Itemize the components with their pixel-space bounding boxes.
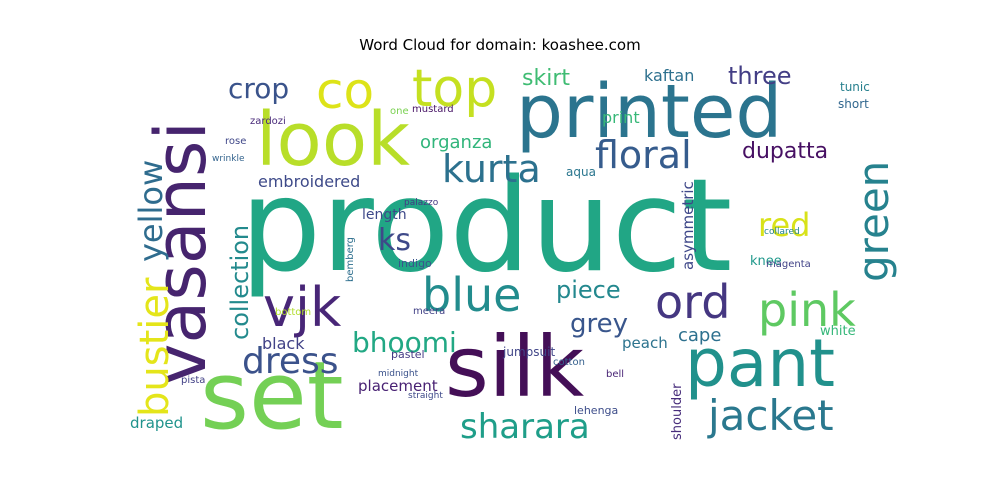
word-white: white (820, 324, 856, 339)
word-bustier: bustier (132, 277, 178, 417)
word-skirt: skirt (522, 66, 570, 91)
word-collared: collared (764, 227, 800, 237)
word-cotton: cotton (553, 357, 585, 368)
word-blue: blue (422, 268, 521, 322)
word-short: short (838, 97, 869, 111)
word-midnight: midnight (378, 369, 419, 379)
word-organza: organza (420, 132, 492, 153)
word-black: black (262, 334, 305, 353)
word-shoulder: shoulder (670, 383, 685, 440)
word-dupatta: dupatta (742, 139, 828, 164)
word-three: three (728, 62, 792, 90)
word-mustard: mustard (412, 104, 454, 115)
word-look: look (256, 97, 410, 183)
word-top: top (412, 59, 497, 119)
word-palazzo: palazzo (404, 198, 439, 208)
word-jumpsuit: jumpsuit (502, 345, 555, 359)
word-green: green (849, 161, 898, 282)
word-indigo: indigo (398, 257, 432, 270)
word-ks: ks (378, 223, 411, 258)
word-print: print (602, 108, 640, 127)
word-tunic: tunic (840, 80, 870, 94)
word-pant: pant (685, 325, 835, 402)
word-cape: cape (678, 325, 721, 346)
word-draped: draped (130, 414, 183, 432)
word-bottom: bottom (275, 307, 311, 318)
word-one: one (390, 106, 409, 117)
word-magenta: magenta (766, 259, 811, 270)
word-floral: floral (595, 133, 692, 177)
word-asymmetric: asymmetric (679, 181, 697, 270)
word-silk: silk (445, 318, 584, 416)
word-ord: ord (655, 275, 730, 329)
word-rose: rose (225, 136, 246, 147)
word-wrinkle: wrinkle (212, 154, 245, 164)
word-red: red (758, 206, 810, 244)
word-straight: straight (408, 391, 443, 401)
word-collection: collection (226, 225, 254, 340)
chart-title: Word Cloud for domain: koashee.com (359, 36, 641, 54)
word-aqua: aqua (566, 165, 596, 179)
word-sharara: sharara (460, 407, 590, 447)
word-placement: placement (358, 377, 438, 395)
word-zardozi: zardozi (250, 116, 286, 127)
word-piece: piece (556, 276, 621, 304)
word-vjk: vjk (263, 276, 342, 339)
word-vasansi: vasansi (140, 121, 222, 385)
word-bemberg: bemberg (345, 237, 356, 282)
word-embroidered: embroidered (258, 172, 360, 191)
word-yellow: yellow (132, 160, 170, 262)
word-pastel: pastel (391, 348, 425, 361)
word-crop: crop (228, 72, 289, 105)
word-length: length (362, 207, 407, 223)
word-meera: meera (413, 306, 445, 317)
word-product: product (240, 152, 732, 301)
word-knee: knee (750, 254, 782, 269)
word-printed: printed (516, 69, 782, 155)
word-set: set (200, 342, 344, 451)
word-lehenga: lehenga (574, 404, 618, 417)
word-kaftan: kaftan (644, 66, 694, 85)
word-pista: pista (181, 375, 205, 386)
word-dress: dress (242, 341, 339, 382)
word-pink: pink (758, 283, 856, 337)
word-bhoomi: bhoomi (352, 326, 457, 359)
word-co: co (316, 62, 374, 120)
word-grey: grey (570, 309, 628, 339)
word-kurta: kurta (442, 147, 541, 191)
word-jacket: jacket (707, 391, 834, 440)
word-peach: peach (622, 334, 668, 352)
word-bell: bell (606, 369, 624, 380)
